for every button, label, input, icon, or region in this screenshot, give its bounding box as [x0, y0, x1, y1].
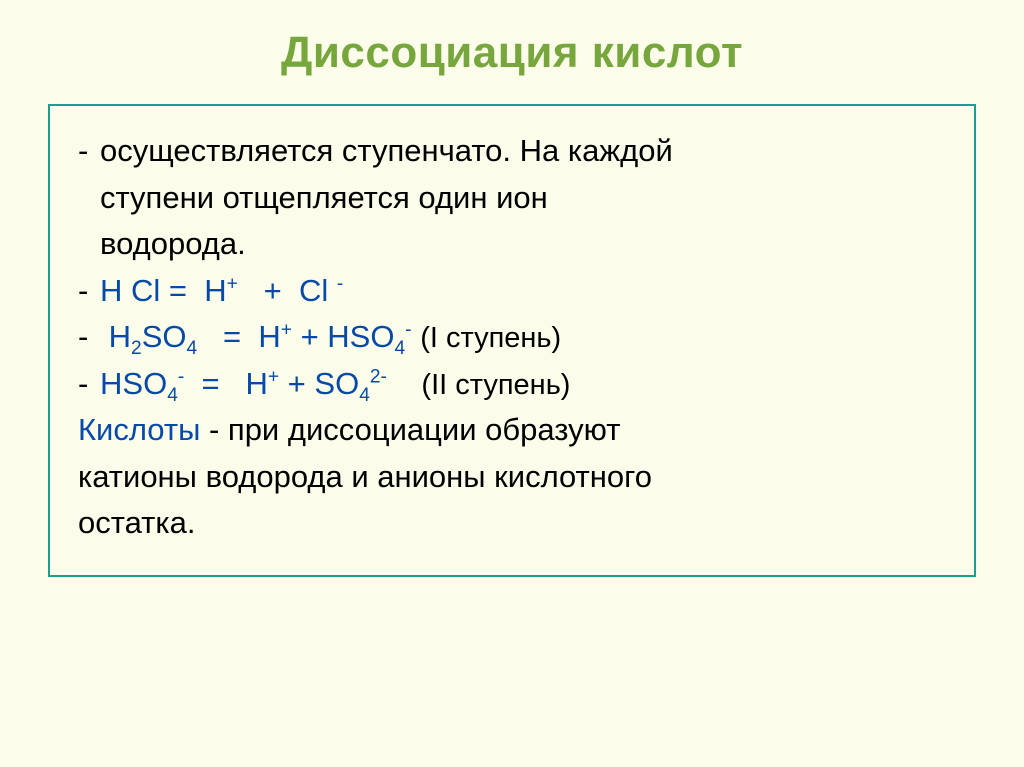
step-annotation: (I ступень) — [420, 322, 561, 354]
slide-title: Диссоциация кислот — [48, 28, 976, 78]
equation-row: - H2SO4 = H+ + HSO4- (I ступень) — [78, 314, 946, 361]
equation-row: -H Cl = H+ + Cl - — [78, 268, 946, 315]
equation-row: -HSO4- = H+ + SO42- (II ступень) — [78, 361, 946, 408]
intro-line2: ступени отщепляется один ион — [100, 180, 548, 215]
intro-line1: осуществляется ступенчато. На каждой — [100, 133, 673, 168]
intro-paragraph: -осуществляется ступенчато. На каждой ст… — [78, 128, 946, 268]
equation-hso4-step2: HSO4- = H+ + SO42- — [100, 366, 421, 401]
conclusion-keyword: Кислоты — [78, 412, 200, 447]
conclusion-paragraph: Кислоты - при диссоциации образуют катио… — [78, 407, 946, 547]
indent-spacer — [78, 221, 100, 268]
intro-line3: водорода. — [100, 226, 246, 261]
bullet-dash: - — [78, 314, 100, 361]
bullet-dash: - — [78, 268, 100, 315]
slide-container: Диссоциация кислот -осуществляется ступе… — [0, 0, 1024, 767]
indent-spacer — [78, 175, 100, 222]
bullet-dash: - — [78, 128, 100, 175]
conclusion-line1: - при диссоциации образуют — [200, 412, 620, 447]
conclusion-line2: катионы водорода и анионы кислотного — [78, 454, 946, 501]
content-box: -осуществляется ступенчато. На каждой ст… — [48, 104, 976, 577]
bullet-dash: - — [78, 361, 100, 408]
equation-h2so4-step1: H2SO4 = H+ + HSO4- — [100, 319, 420, 354]
conclusion-line3: остатка. — [78, 500, 946, 547]
step-annotation: (II ступень) — [421, 369, 570, 401]
equation-hcl: H Cl = H+ + Cl - — [100, 273, 343, 308]
